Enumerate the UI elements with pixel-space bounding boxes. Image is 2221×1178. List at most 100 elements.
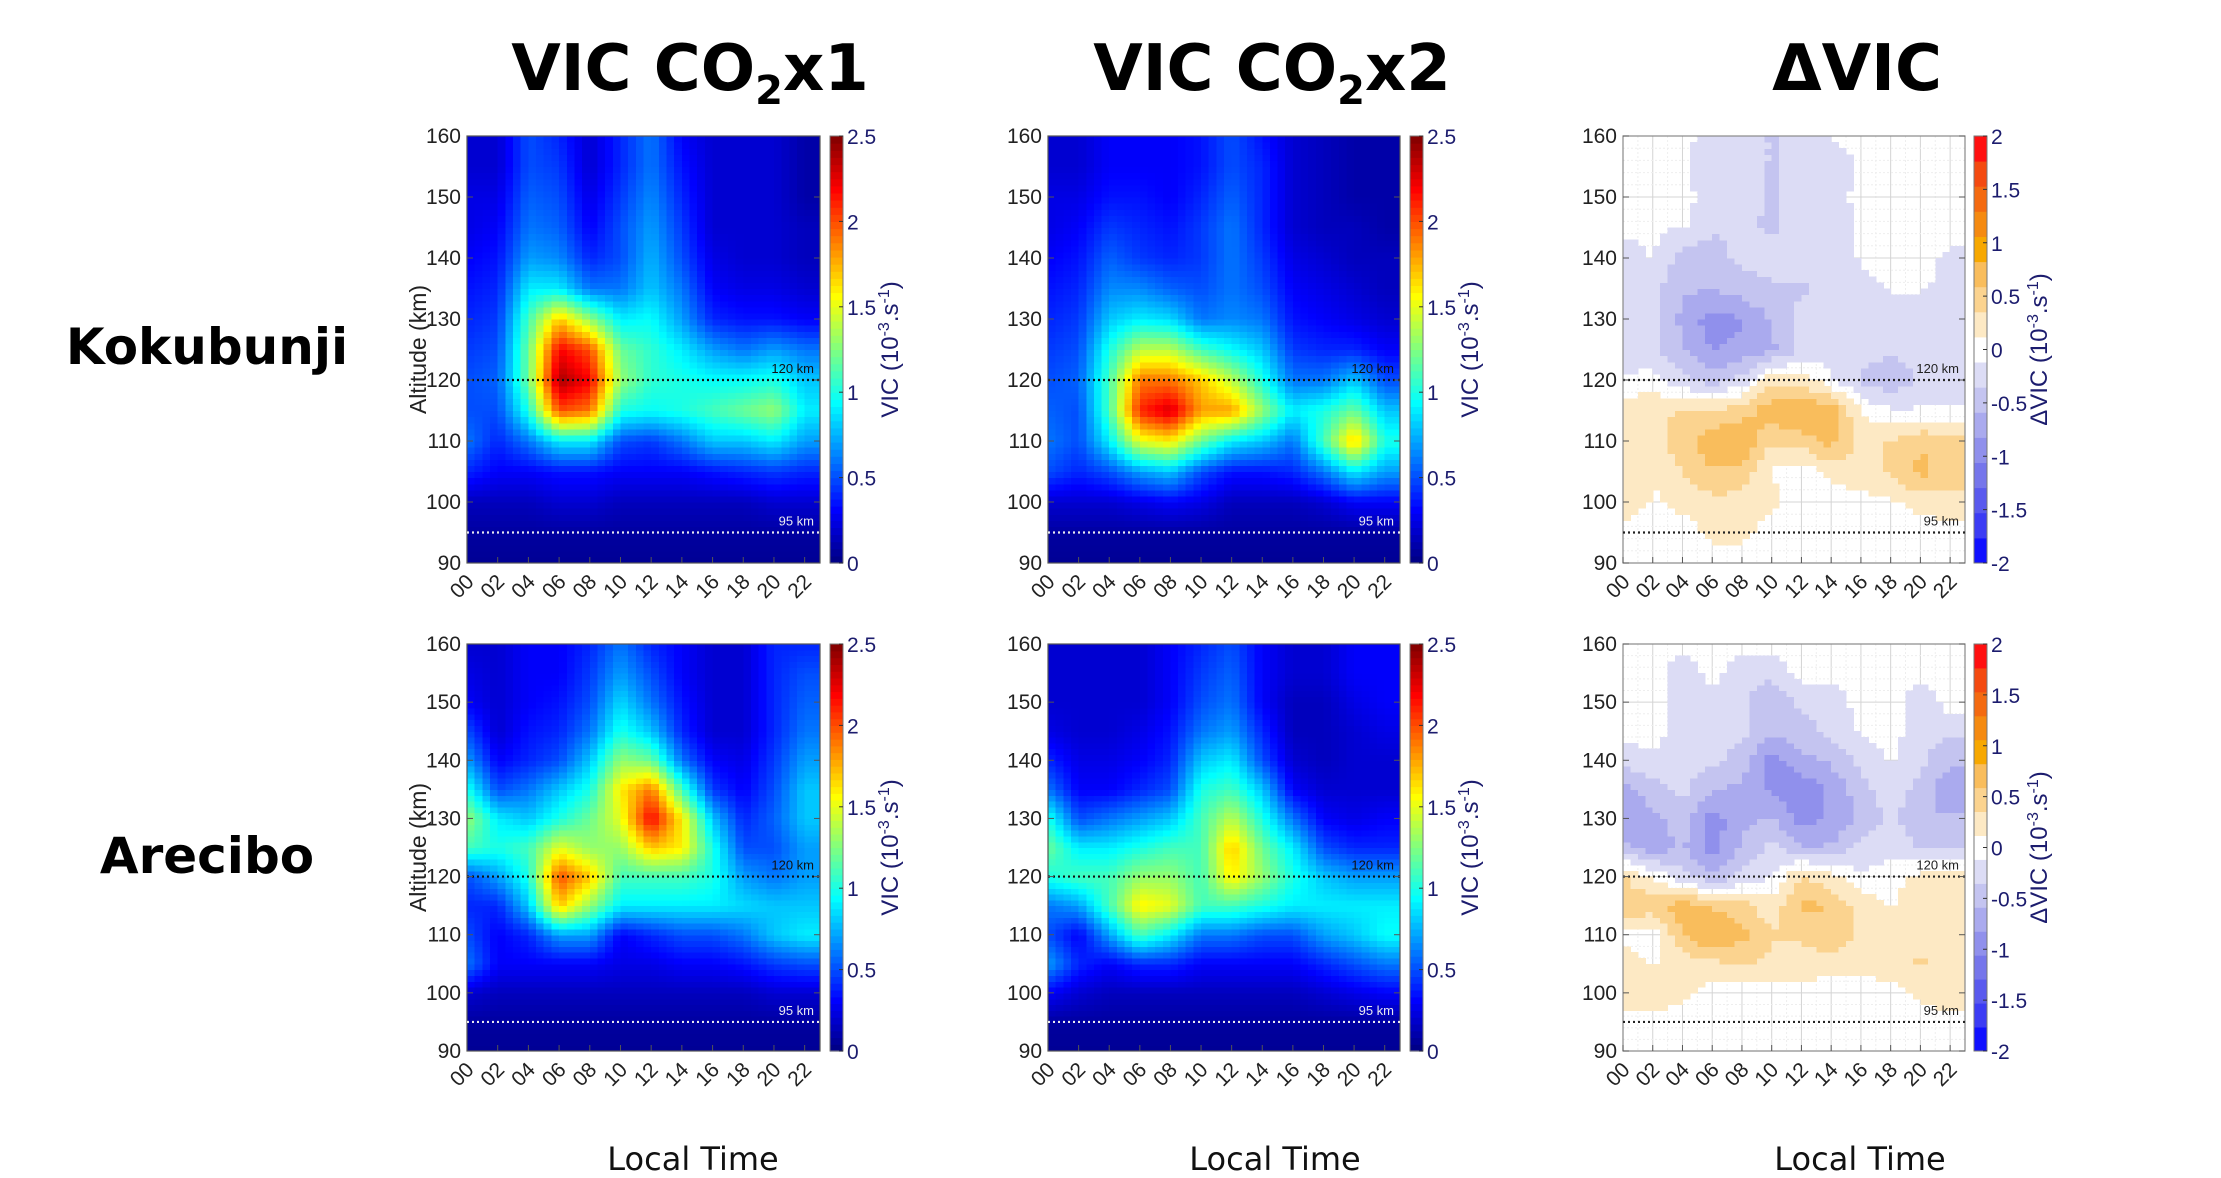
heatmap-cell	[705, 215, 713, 222]
heatmap-cell	[567, 459, 575, 466]
heatmap-cell	[697, 185, 705, 192]
heatmap-cell	[667, 551, 675, 558]
heatmap-cell	[605, 289, 613, 296]
heatmap-cell	[644, 337, 652, 344]
heatmap-cell	[697, 215, 705, 222]
heatmap-cell	[475, 496, 483, 503]
heatmap-cell	[544, 167, 552, 174]
heatmap-cell	[621, 490, 629, 497]
heatmap-cell	[682, 551, 690, 558]
heatmap-cell	[628, 404, 636, 411]
heatmap-cell	[659, 551, 667, 558]
heatmap-cell	[667, 301, 675, 308]
heatmap-cell	[521, 197, 529, 204]
heatmap-cell	[482, 228, 490, 235]
heatmap-cell	[651, 264, 659, 271]
heatmap-cell	[674, 368, 682, 375]
heatmap-cell	[559, 160, 567, 167]
heatmap-cell	[536, 301, 544, 308]
heatmap-cell	[736, 270, 744, 277]
heatmap-cell	[551, 221, 559, 228]
heatmap-cell	[590, 246, 598, 253]
heatmap-cell	[528, 252, 536, 259]
heatmap-cell	[651, 276, 659, 283]
heatmap-cell	[475, 185, 483, 192]
heatmap-cell	[720, 484, 728, 491]
heatmap-cell	[713, 465, 721, 472]
heatmap-cell	[505, 307, 513, 314]
heatmap-cell	[736, 362, 744, 369]
heatmap-cell	[559, 252, 567, 259]
heatmap-cell	[659, 295, 667, 302]
heatmap-cell	[498, 459, 506, 466]
heatmap-cell	[490, 313, 498, 320]
heatmap-cell	[475, 191, 483, 198]
heatmap-cell	[621, 258, 629, 265]
heatmap-cell	[590, 160, 598, 167]
heatmap-cell	[728, 215, 736, 222]
heatmap-cell	[513, 472, 521, 479]
heatmap-cell	[498, 447, 506, 454]
heatmap-cell	[521, 423, 529, 430]
heatmap-cell	[490, 478, 498, 485]
heatmap-cell	[736, 447, 744, 454]
heatmap-cell	[720, 423, 728, 430]
heatmap-cell	[659, 441, 667, 448]
heatmap-cell	[544, 465, 552, 472]
heatmap-cell	[636, 246, 644, 253]
heatmap-cell	[559, 478, 567, 485]
heatmap-cell	[582, 441, 590, 448]
heatmap-cell	[705, 496, 713, 503]
heatmap-cell	[720, 411, 728, 418]
heatmap-cell	[513, 411, 521, 418]
heatmap-cell	[567, 307, 575, 314]
heatmap-cell	[720, 167, 728, 174]
heatmap-cell	[621, 276, 629, 283]
heatmap-cell	[613, 520, 621, 527]
heatmap-cell	[736, 478, 744, 485]
heatmap-cell	[559, 508, 567, 515]
heatmap-cell	[528, 221, 536, 228]
heatmap-cell	[498, 368, 506, 375]
heatmap-cell	[536, 398, 544, 405]
heatmap-cell	[720, 295, 728, 302]
heatmap-cell	[482, 264, 490, 271]
heatmap-cell	[628, 508, 636, 515]
heatmap-cell	[475, 356, 483, 363]
heatmap-cell	[613, 221, 621, 228]
heatmap-cell	[697, 465, 705, 472]
heatmap-cell	[667, 392, 675, 399]
heatmap-cell	[475, 148, 483, 155]
heatmap-cell	[667, 411, 675, 418]
heatmap-cell	[521, 392, 529, 399]
heatmap-cell	[682, 356, 690, 363]
heatmap-cell	[582, 496, 590, 503]
heatmap-cell	[728, 411, 736, 418]
heatmap-cell	[690, 350, 698, 357]
heatmap-cell	[598, 423, 606, 430]
heatmap-cell	[659, 539, 667, 546]
heatmap-cell	[736, 386, 744, 393]
heatmap-cell	[705, 411, 713, 418]
heatmap-cell	[674, 252, 682, 259]
heatmap-cell	[682, 368, 690, 375]
heatmap-cell	[528, 465, 536, 472]
heatmap-cell	[567, 350, 575, 357]
heatmap-cell	[682, 411, 690, 418]
heatmap-cell	[598, 173, 606, 180]
heatmap-cell	[651, 539, 659, 546]
heatmap-cell	[505, 301, 513, 308]
heatmap-cell	[467, 331, 475, 338]
heatmap-cell	[528, 435, 536, 442]
heatmap-cell	[667, 453, 675, 460]
heatmap-cell	[651, 484, 659, 491]
heatmap-cell	[498, 496, 506, 503]
heatmap-cell	[621, 252, 629, 259]
heatmap-cell	[697, 160, 705, 167]
heatmap-cell	[705, 167, 713, 174]
heatmap-cell	[482, 490, 490, 497]
heatmap-cell	[551, 356, 559, 363]
heatmap-cell	[467, 319, 475, 326]
heatmap-cell	[505, 215, 513, 222]
heatmap-cell	[621, 228, 629, 235]
